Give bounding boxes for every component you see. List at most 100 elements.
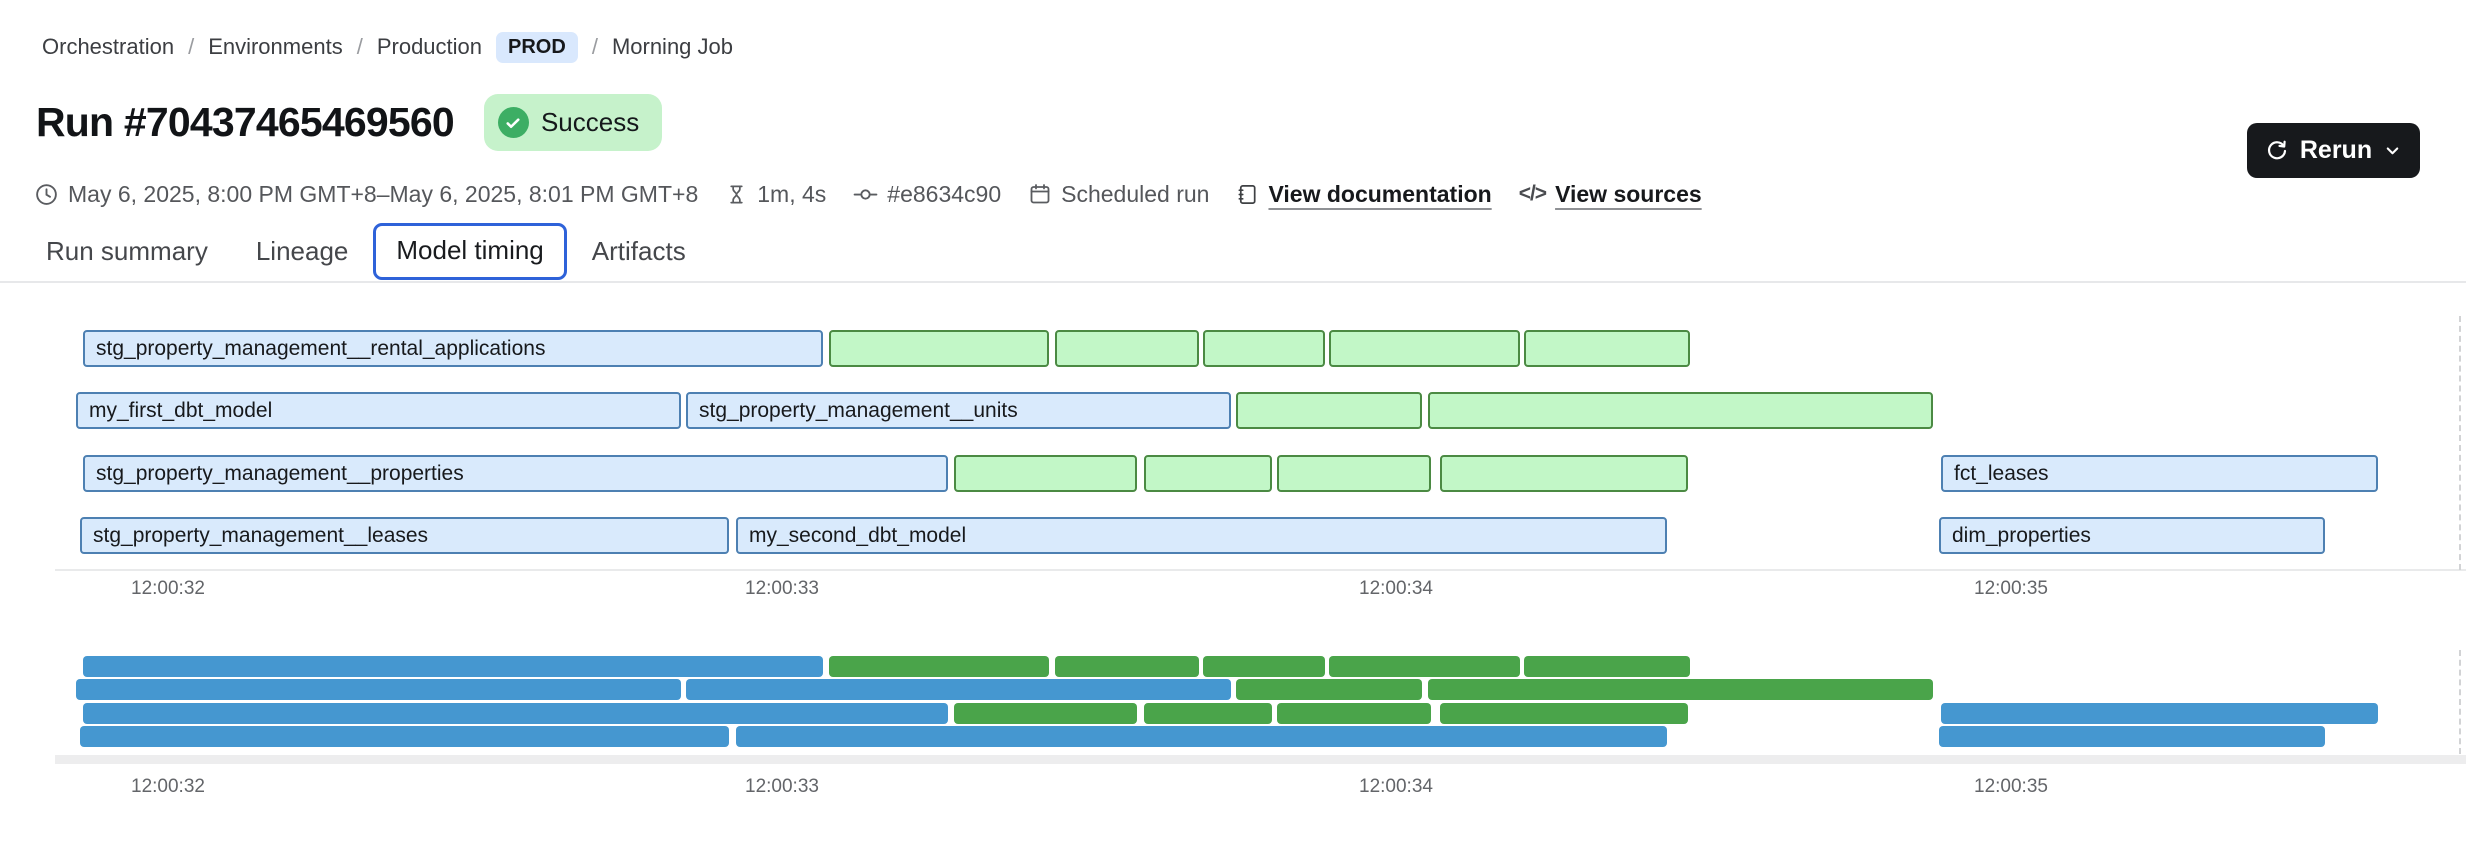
breadcrumb: Orchestration / Environments / Productio… xyxy=(42,30,733,64)
tab-lineage[interactable]: Lineage xyxy=(255,236,349,266)
bar-my_first_dbt_model[interactable]: my_first_dbt_model xyxy=(76,392,681,429)
tab-run-summary[interactable]: Run summary xyxy=(46,236,208,266)
view-documentation[interactable]: View documentation xyxy=(1236,180,1492,208)
run-trigger: Scheduled run xyxy=(1028,181,1209,208)
minimap-bar[interactable] xyxy=(686,679,1231,700)
status-badge: Success xyxy=(483,94,663,151)
breadcrumb-separator: / xyxy=(356,34,363,59)
axis-tick-label: 12:00:32 xyxy=(131,776,205,797)
run-tabs: Run summary Lineage Model timing Artifac… xyxy=(0,222,2466,283)
timing-bar[interactable] xyxy=(954,455,1137,492)
minimap-bar[interactable] xyxy=(76,679,681,700)
navigator-scrollbar-track[interactable] xyxy=(55,755,2466,764)
minimap-bar[interactable] xyxy=(954,703,1137,724)
clock-icon xyxy=(34,182,59,207)
bar-stg_property_management__leases[interactable]: stg_property_management__leases xyxy=(80,517,729,554)
refresh-icon xyxy=(2265,139,2289,163)
bar-label: stg_property_management__properties xyxy=(96,461,464,485)
chevron-down-icon xyxy=(2383,141,2402,160)
minimap-bar[interactable] xyxy=(1144,703,1272,724)
timing-bar[interactable] xyxy=(1277,455,1431,492)
breadcrumb-environments[interactable]: Environments xyxy=(208,34,343,59)
minimap-bar[interactable] xyxy=(1524,656,1690,677)
breadcrumb-morning-job[interactable]: Morning Job xyxy=(611,34,734,59)
bar-label: fct_leases xyxy=(1954,461,2049,485)
bar-stg_property_management__properties[interactable]: stg_property_management__properties xyxy=(83,455,948,492)
bar-my_second_dbt_model[interactable]: my_second_dbt_model xyxy=(736,517,1667,554)
breadcrumb-production[interactable]: Production xyxy=(376,34,483,59)
breadcrumb-separator: / xyxy=(188,34,195,59)
minimap-bar[interactable] xyxy=(83,703,948,724)
bar-label: my_second_dbt_model xyxy=(749,523,967,547)
axis-tick-label: 12:00:34 xyxy=(1359,578,1433,599)
minimap-bar[interactable] xyxy=(1941,703,2378,724)
tab-model-timing[interactable]: Model timing xyxy=(373,223,567,280)
git-commit-icon xyxy=(853,182,878,207)
minimap-bar[interactable] xyxy=(1055,656,1199,677)
bar-fct_leases[interactable]: fct_leases xyxy=(1941,455,2378,492)
axis-tick-label: 12:00:35 xyxy=(1974,776,2048,797)
minimap-bar[interactable] xyxy=(80,726,729,747)
hourglass-icon xyxy=(725,183,748,206)
breadcrumb-separator: / xyxy=(591,34,598,59)
calendar-icon xyxy=(1028,182,1052,206)
minimap-bar[interactable] xyxy=(1277,703,1431,724)
rerun-button[interactable]: Rerun xyxy=(2247,123,2420,178)
bar-dim_properties[interactable]: dim_properties xyxy=(1939,517,2325,554)
environment-badge: PROD xyxy=(496,31,578,63)
timing-bar[interactable] xyxy=(1144,455,1272,492)
code-icon: </> xyxy=(1518,182,1547,205)
breadcrumb-orchestration[interactable]: Orchestration xyxy=(42,34,175,59)
minimap-bar[interactable] xyxy=(1236,679,1422,700)
minimap-bar[interactable] xyxy=(829,656,1049,677)
run-time-range: May 6, 2025, 8:00 PM GMT+8–May 6, 2025, … xyxy=(34,181,698,208)
commit-hash-label: #e8634c90 xyxy=(887,180,1002,207)
timing-bar[interactable] xyxy=(1236,392,1422,429)
minimap-bar[interactable] xyxy=(1428,679,1933,700)
gantt-axis-line xyxy=(55,569,2466,571)
commit-hash: #e8634c90 xyxy=(853,181,1001,208)
minimap-bar[interactable] xyxy=(83,656,823,677)
bar-label: dim_properties xyxy=(1952,523,2091,547)
minimap-bar[interactable] xyxy=(1939,726,2325,747)
bar-label: stg_property_management__leases xyxy=(93,523,429,547)
tab-artifacts[interactable]: Artifacts xyxy=(591,236,686,266)
minimap-bar[interactable] xyxy=(1203,656,1325,677)
timing-bar[interactable] xyxy=(829,330,1049,367)
view-sources-link[interactable]: View sources xyxy=(1555,180,1702,207)
axis-tick-label: 12:00:35 xyxy=(1974,578,2048,599)
status-badge-label: Success xyxy=(540,107,640,137)
axis-tick-label: 12:00:33 xyxy=(745,776,819,797)
minimap-bar[interactable] xyxy=(736,726,1667,747)
page-title: Run #70437465469560 xyxy=(36,99,455,145)
bar-label: stg_property_management__units xyxy=(699,398,1018,422)
timing-bar[interactable] xyxy=(1440,455,1688,492)
bar-label: my_first_dbt_model xyxy=(89,398,273,422)
timing-bar[interactable] xyxy=(1524,330,1690,367)
axis-tick-label: 12:00:32 xyxy=(131,578,205,599)
bar-stg_property_management__units[interactable]: stg_property_management__units xyxy=(686,392,1231,429)
run-metadata-row: May 6, 2025, 8:00 PM GMT+8–May 6, 2025, … xyxy=(34,177,1702,211)
run-duration-label: 1m, 4s xyxy=(757,180,827,207)
timing-bar[interactable] xyxy=(1428,392,1933,429)
timing-bar[interactable] xyxy=(1055,330,1199,367)
bar-stg_property_management__rental_applications[interactable]: stg_property_management__rental_applicat… xyxy=(83,330,823,367)
title-row: Run #70437465469560 Success xyxy=(36,94,663,151)
gantt-right-gridline xyxy=(2459,316,2461,570)
view-sources[interactable]: </> View sources xyxy=(1519,181,1702,208)
rerun-button-label: Rerun xyxy=(2299,136,2373,164)
bar-label: stg_property_management__rental_applicat… xyxy=(96,336,546,360)
run-duration: 1m, 4s xyxy=(725,181,826,208)
minimap-bar[interactable] xyxy=(1329,656,1520,677)
view-documentation-link[interactable]: View documentation xyxy=(1268,180,1492,207)
success-check-icon xyxy=(497,107,529,138)
run-trigger-label: Scheduled run xyxy=(1061,180,1210,207)
timing-bar[interactable] xyxy=(1203,330,1325,367)
axis-tick-label: 12:00:34 xyxy=(1359,776,1433,797)
timing-bar[interactable] xyxy=(1329,330,1520,367)
document-icon xyxy=(1236,183,1259,206)
minimap-bar[interactable] xyxy=(1440,703,1688,724)
